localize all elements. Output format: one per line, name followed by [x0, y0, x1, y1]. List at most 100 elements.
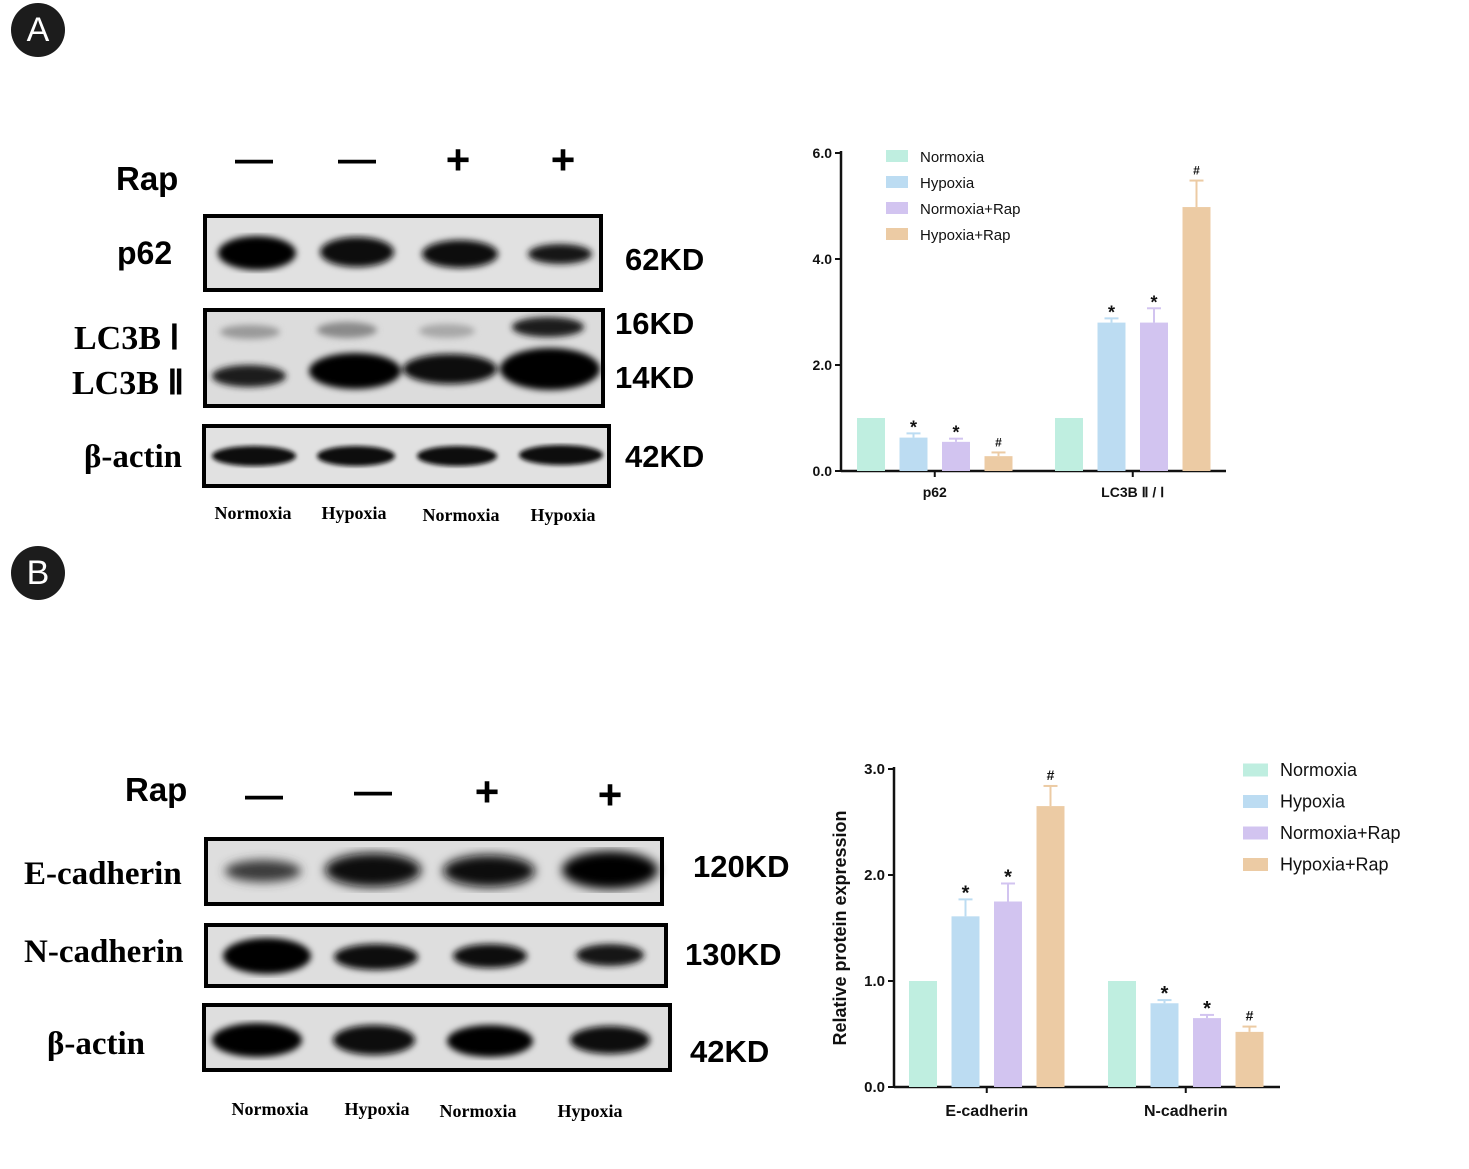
rap-sign-b-3: + — [475, 768, 500, 815]
row-label-actin-a: β-actin — [84, 439, 182, 475]
legend-label: Hypoxia — [1280, 792, 1346, 812]
bar — [1108, 981, 1136, 1087]
lane-label-b-2: Hypoxia — [344, 1099, 409, 1119]
row-label-n-cadherin: N-cadherin — [24, 934, 184, 970]
significance-mark: # — [1246, 1008, 1254, 1024]
significance-mark: # — [995, 435, 1002, 449]
significance-mark: * — [1203, 998, 1211, 1020]
significance-mark: * — [1108, 302, 1115, 322]
bar — [1140, 322, 1168, 471]
bar — [857, 418, 885, 471]
legend-label: Normoxia — [920, 149, 985, 166]
bands-n-cadherin — [223, 938, 644, 974]
bands-lc3b — [212, 317, 600, 390]
lane-label-b-4: Hypoxia — [557, 1101, 622, 1121]
x-category-label: LC3B Ⅱ / Ⅰ — [1101, 484, 1164, 500]
western-blot-a: Rap — — + + p62 62KD LC3B Ⅰ LC3B Ⅱ 16K — [72, 136, 704, 525]
x-category-label: p62 — [923, 484, 947, 500]
bar — [1235, 1031, 1264, 1087]
bar — [1055, 418, 1083, 471]
bar — [899, 437, 928, 471]
row-label-lc3b-i: LC3B Ⅰ — [74, 320, 179, 357]
bar — [942, 441, 970, 471]
kd-label-p62: 62KD — [625, 242, 704, 277]
y-tick-label: 1.0 — [864, 973, 885, 990]
bar-chart-a: 0.0 2.0 4.0 6.0 * * # p62 * * # LC3B Ⅱ / Ⅰ Normoxia H… — [813, 145, 1226, 500]
lane-label-b-1: Normoxia — [232, 1099, 309, 1119]
rap-label-a: Rap — [116, 160, 178, 197]
y-tick-label: 4.0 — [813, 251, 833, 267]
bar — [984, 456, 1013, 471]
kd-label-14kd: 14KD — [615, 360, 694, 395]
rap-sign-a-4: + — [551, 136, 576, 183]
rap-sign-b-4: + — [598, 771, 623, 818]
bar — [909, 981, 937, 1087]
lane-label-b-3: Normoxia — [440, 1101, 517, 1121]
bands-e-cadherin — [225, 851, 658, 889]
bands-actin-a — [212, 445, 603, 466]
bands-actin-b — [212, 1023, 650, 1057]
legend-label: Normoxia+Rap — [920, 201, 1020, 218]
y-tick-label: 2.0 — [864, 867, 885, 884]
bar — [994, 901, 1022, 1087]
row-label-e-cadherin: E-cadherin — [24, 856, 182, 892]
rap-sign-b-2: — — [354, 771, 392, 813]
significance-mark: * — [910, 417, 917, 437]
legend-label: Hypoxia — [920, 175, 975, 192]
legend-label: Hypoxia+Rap — [1280, 855, 1389, 875]
legend-swatch — [1243, 826, 1268, 840]
rap-sign-a-1: — — [235, 139, 273, 181]
legend-swatch — [886, 202, 908, 214]
x-category-label: E-cadherin — [945, 1103, 1028, 1120]
bands-p62 — [218, 236, 592, 270]
x-category-label: N-cadherin — [1144, 1103, 1228, 1120]
row-label-actin-b: β-actin — [47, 1026, 145, 1062]
significance-mark: # — [1193, 164, 1200, 178]
kd-label-actin-a: 42KD — [625, 439, 704, 474]
bar — [1036, 806, 1065, 1087]
bar — [1182, 207, 1211, 471]
y-tick-label: 6.0 — [813, 145, 833, 161]
legend-label: Normoxia — [1280, 760, 1358, 780]
y-tick-label: 2.0 — [813, 357, 833, 373]
bar-chart-b: 0.0 1.0 2.0 3.0 Relative protein expression *… — [830, 760, 1401, 1120]
legend-label: Hypoxia+Rap — [920, 227, 1010, 244]
lane-label-a-3: Normoxia — [423, 505, 500, 525]
bar — [1193, 1018, 1221, 1087]
legend-swatch — [886, 150, 908, 162]
rap-label-b: Rap — [125, 771, 187, 808]
bar — [1150, 1003, 1179, 1087]
kd-label-e-cadherin: 120KD — [693, 849, 790, 884]
panel-label-a: A — [11, 3, 65, 57]
bar — [1097, 322, 1126, 471]
significance-mark: * — [1150, 292, 1157, 312]
y-axis-title: Relative protein expression — [830, 810, 850, 1045]
lane-label-a-4: Hypoxia — [530, 505, 595, 525]
kd-label-16kd: 16KD — [615, 306, 694, 341]
significance-mark: * — [1004, 866, 1012, 888]
row-label-p62: p62 — [117, 235, 172, 271]
kd-label-actin-b: 42KD — [690, 1034, 769, 1069]
legend-swatch — [1243, 858, 1268, 871]
rap-sign-a-2: — — [338, 139, 376, 181]
significance-mark: * — [1161, 983, 1169, 1005]
legend-label: Normoxia+Rap — [1280, 823, 1401, 843]
significance-mark: # — [1047, 767, 1055, 783]
western-blot-b: Rap — — + + E-cadherin 120KD N-cadherin … — [24, 768, 790, 1121]
panel-label-b: B — [11, 546, 65, 600]
legend-swatch — [1243, 763, 1268, 777]
kd-label-n-cadherin: 130KD — [685, 937, 782, 972]
y-tick-label: 3.0 — [864, 761, 885, 778]
rap-sign-b-1: — — [245, 775, 283, 817]
significance-mark: * — [952, 423, 959, 443]
y-tick-label: 0.0 — [864, 1079, 885, 1096]
significance-mark: * — [962, 882, 970, 904]
legend-swatch — [886, 228, 908, 240]
y-tick-label: 0.0 — [813, 463, 833, 479]
legend-swatch — [1243, 795, 1268, 808]
lane-label-a-2: Hypoxia — [321, 503, 386, 523]
rap-sign-a-3: + — [446, 136, 471, 183]
bar — [951, 916, 980, 1087]
row-label-lc3b-ii: LC3B Ⅱ — [72, 365, 184, 402]
